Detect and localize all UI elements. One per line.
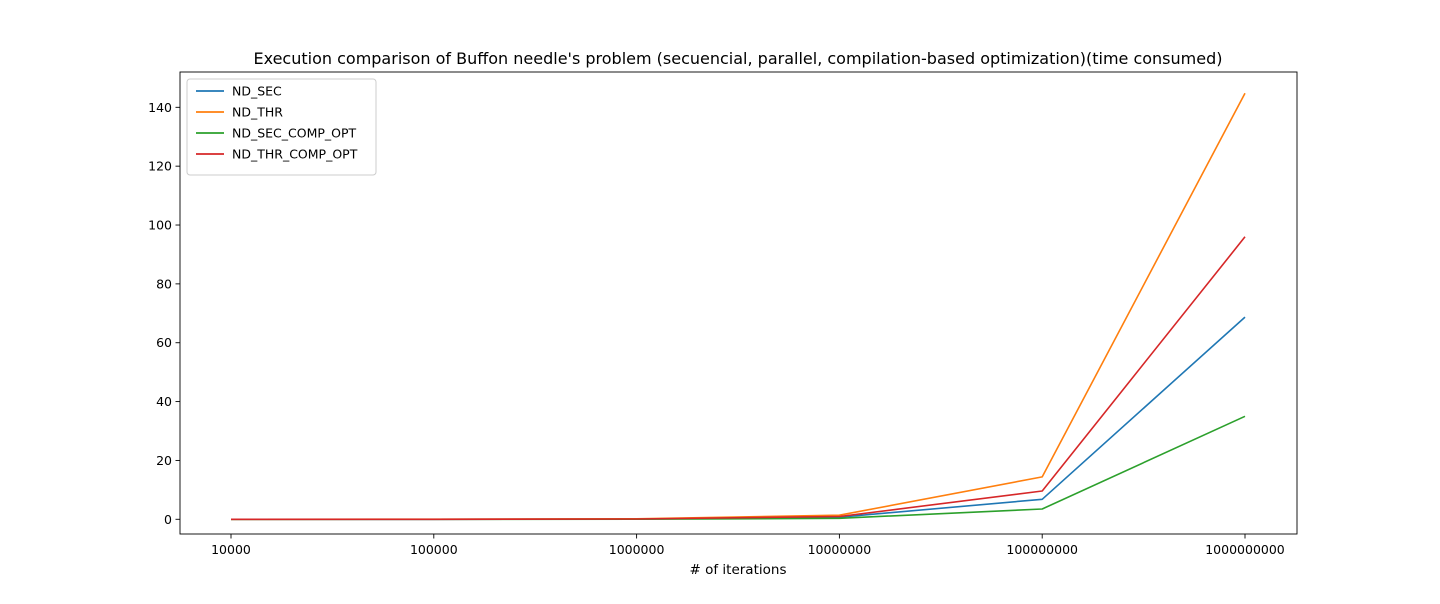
y-tick-label: 140	[148, 100, 172, 115]
x-tick-label: 10000000	[808, 542, 872, 557]
legend-label: ND_SEC_COMP_OPT	[232, 126, 357, 141]
legend-label: ND_THR	[232, 105, 283, 120]
plot-frame	[179, 71, 1298, 535]
y-tick-label: 60	[156, 335, 172, 350]
y-tick-label: 0	[164, 512, 172, 527]
y-tick-label: 80	[156, 276, 172, 291]
x-tick-label: 100000	[410, 542, 458, 557]
series-line-nd-sec-comp-opt	[231, 415, 1246, 521]
x-tick-label: 1000000	[609, 542, 665, 557]
y-tick-label: 20	[156, 453, 172, 468]
series-line-nd-thr	[230, 92, 1246, 521]
y-tick-label: 120	[148, 159, 172, 174]
series-line-nd-sec	[231, 316, 1246, 521]
legend-box	[186, 78, 377, 176]
x-tick-label: 10000	[211, 542, 251, 557]
x-tick-label: 100000000	[1006, 542, 1078, 557]
series-line-nd-thr-comp-opt	[231, 236, 1246, 521]
chart-title: Execution comparison of Buffon needle's …	[254, 49, 1223, 68]
plot-area: 10000 100000 1000000 10000000 100000000 10000…	[148, 71, 1298, 557]
x-tick-label: 1000000000	[1205, 542, 1285, 557]
legend-label: ND_THR_COMP_OPT	[232, 147, 358, 162]
legend-label: ND_SEC	[232, 84, 282, 99]
x-axis-label: # of iterations	[690, 562, 787, 578]
y-tick-label: 100	[148, 218, 172, 233]
y-tick-label: 40	[156, 394, 172, 409]
